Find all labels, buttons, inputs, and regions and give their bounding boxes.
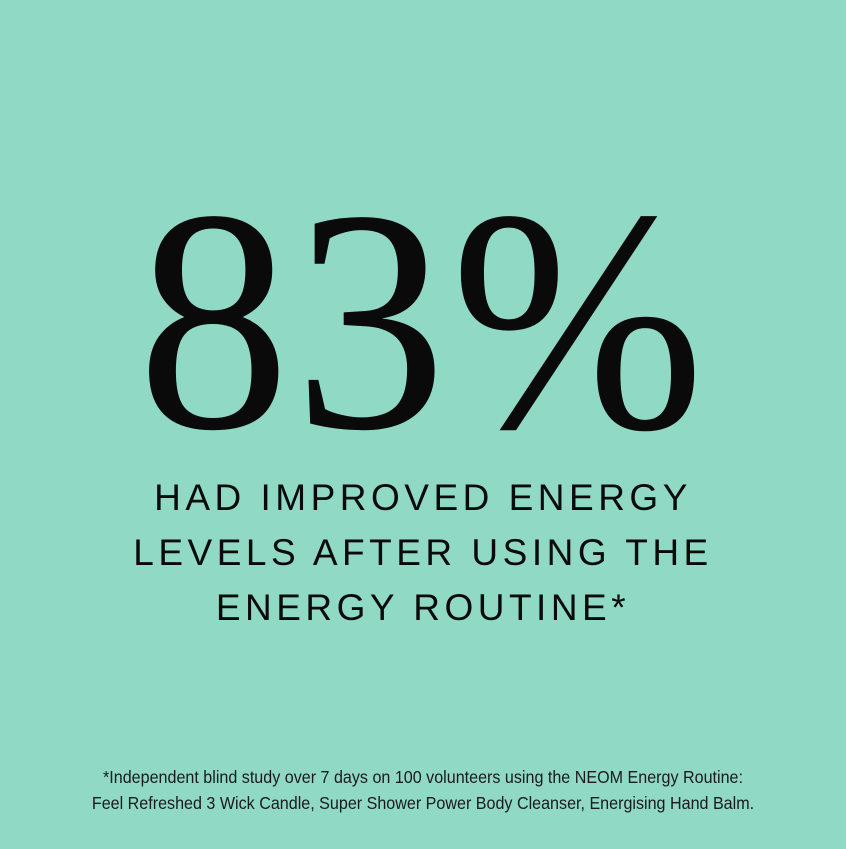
- headline-line: LEVELS AFTER USING THE: [133, 532, 713, 573]
- footnote: *Independent blind study over 7 days on …: [34, 764, 812, 816]
- headline: HAD IMPROVED ENERGY LEVELS AFTER USING T…: [0, 470, 846, 635]
- footnote-line: *Independent blind study over 7 days on …: [103, 767, 743, 787]
- footnote-line: Feel Refreshed 3 Wick Candle, Super Show…: [91, 793, 755, 813]
- headline-line: ENERGY ROUTINE*: [215, 587, 631, 628]
- stat-percentage: 83%: [137, 144, 709, 496]
- headline-line: HAD IMPROVED ENERGY: [154, 477, 692, 518]
